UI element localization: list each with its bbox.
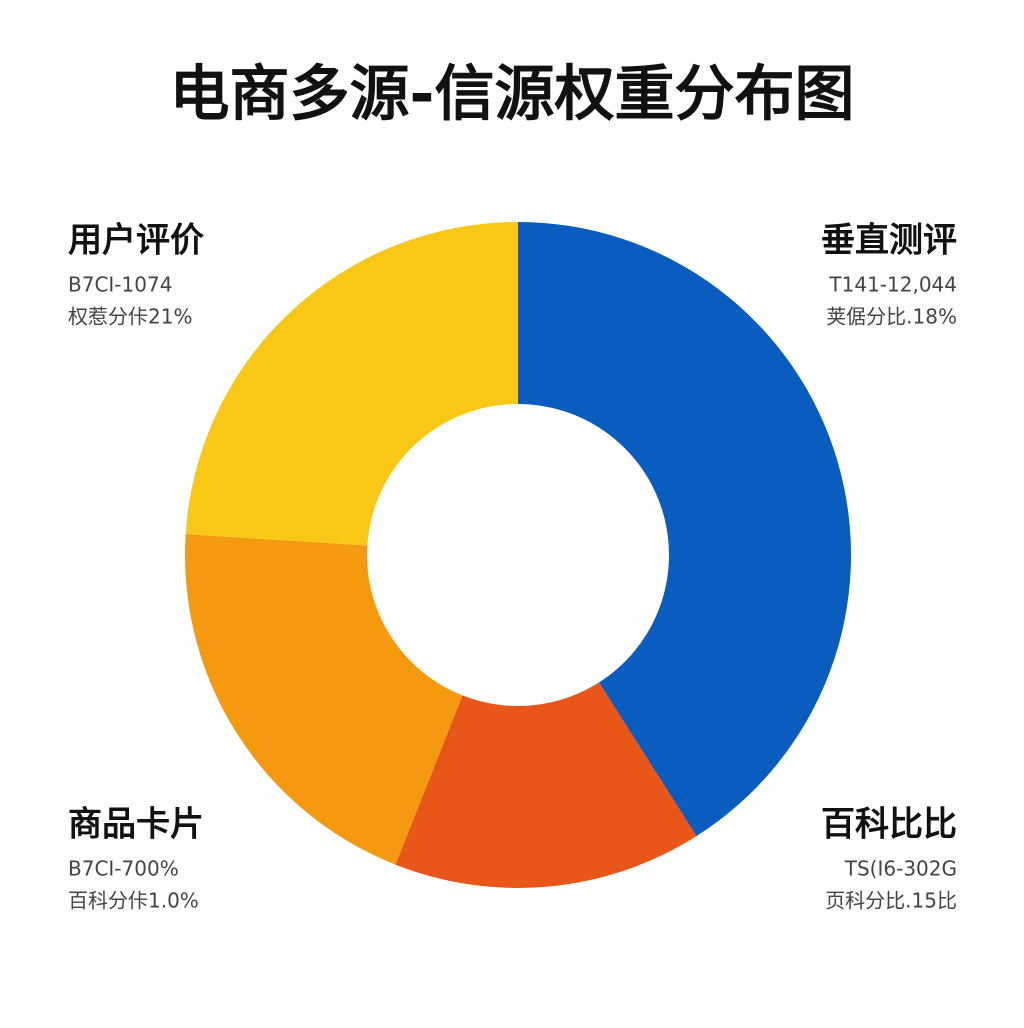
slice-label: 商品卡片 bbox=[68, 805, 204, 845]
slice-label: 用户评价 bbox=[68, 221, 204, 261]
donut-slice bbox=[185, 222, 518, 546]
slice-detail: T141-12,044 bbox=[828, 273, 957, 297]
slice-label: 垂直测评 bbox=[821, 221, 957, 261]
donut-slice bbox=[184, 534, 463, 865]
slice-detail: 百科分佧1.0% bbox=[68, 889, 199, 913]
donut-slice bbox=[518, 222, 851, 837]
slice-detail: 页科分比.15比 bbox=[825, 889, 957, 913]
donut-slice bbox=[395, 682, 697, 889]
slice-detail: 荚倨分比.18% bbox=[826, 305, 957, 329]
slice-detail: 权惹分佧21% bbox=[68, 305, 192, 329]
slice-detail: B7CI-1074 bbox=[68, 273, 172, 297]
slice-label: 百科比比 bbox=[821, 805, 957, 845]
slice-detail: TS(I6-302G bbox=[844, 857, 957, 881]
slice-detail: B7CI-700% bbox=[68, 857, 179, 881]
chart-title: 电商多源-信源权重分布图 bbox=[170, 60, 855, 130]
